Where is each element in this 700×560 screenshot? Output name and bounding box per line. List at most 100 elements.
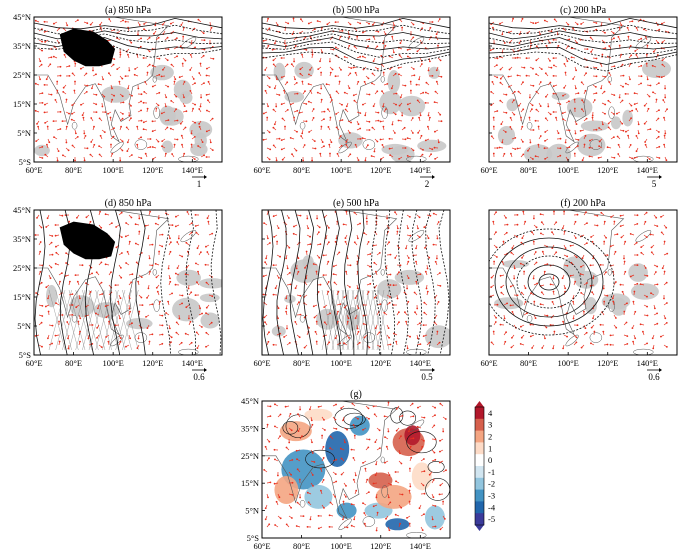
wind-vector-head xyxy=(585,327,587,329)
wind-vector-head xyxy=(375,327,377,329)
wind-vector-head xyxy=(563,211,565,213)
wind-vector-head xyxy=(404,127,406,129)
wind-vector-head xyxy=(323,457,325,459)
wind-vector-head xyxy=(141,120,143,122)
wind-vector-head xyxy=(354,46,356,48)
wind-vector-head xyxy=(492,221,494,223)
wind-vector-head xyxy=(580,23,582,25)
wind-vector-head xyxy=(368,491,370,493)
wind-vector-head xyxy=(42,102,44,104)
wind-vector-head xyxy=(161,246,163,248)
wind-vector-head xyxy=(640,252,642,254)
wind-vector-head xyxy=(345,109,347,111)
wind-vector-head xyxy=(600,88,602,90)
wind-vector-head xyxy=(148,288,150,290)
wind-vector-head xyxy=(666,322,668,324)
wind-vector-head xyxy=(99,211,101,213)
y-tick-label: 25°N xyxy=(13,263,31,273)
wind-vector-head xyxy=(79,298,81,300)
wind-vector-head xyxy=(517,148,519,150)
wind-vector-head xyxy=(398,321,400,323)
wind-vector-head xyxy=(273,236,275,238)
colorbar-tick-label: 2 xyxy=(488,432,492,442)
wind-vector-head xyxy=(63,87,65,89)
wind-vector-head xyxy=(589,140,591,142)
wind-vector-head xyxy=(509,126,511,128)
x-tick-label: 120°E xyxy=(597,358,618,368)
wind-vector-head xyxy=(264,317,266,319)
wind-vector-head xyxy=(531,347,533,349)
wind-vector-head xyxy=(205,332,207,334)
wind-vector-head xyxy=(64,54,66,56)
wind-vector-head xyxy=(409,501,411,503)
wind-vector-head xyxy=(39,60,41,62)
wind-vector-head xyxy=(186,110,188,112)
wind-vector-head xyxy=(589,156,591,158)
wind-vector-head xyxy=(194,104,196,106)
wind-vector-head xyxy=(370,253,372,255)
wind-vector-head xyxy=(386,268,388,270)
wind-vector-head xyxy=(131,322,133,324)
wind-vector-head xyxy=(175,216,177,218)
wind-vector-head xyxy=(141,93,143,95)
wind-vector-head xyxy=(590,236,592,238)
wind-vector-head xyxy=(162,315,164,317)
wind-vector-head xyxy=(137,34,139,36)
wind-vector-head xyxy=(353,67,355,69)
wind-vector-head xyxy=(201,313,203,315)
wind-vector-head xyxy=(152,303,154,305)
wind-vector-head xyxy=(162,325,164,327)
wind-vector-head xyxy=(181,342,183,344)
panel-title: (f) 200 hPa xyxy=(561,198,607,209)
wind-vector-head xyxy=(388,497,390,499)
wind-vector-head xyxy=(313,108,315,110)
wind-vector-head xyxy=(540,233,542,235)
wind-vector-head xyxy=(495,231,497,233)
wind-vector-head xyxy=(424,417,426,419)
wind-vector-head xyxy=(423,302,425,304)
wind-vector-head xyxy=(423,458,425,460)
wind-vector-head xyxy=(296,131,298,133)
wind-vector-head xyxy=(394,257,396,259)
wind-vector-head xyxy=(645,144,647,146)
wind-vector-head xyxy=(286,328,288,330)
wind-vector-head xyxy=(296,450,298,452)
wind-vector-head xyxy=(429,117,431,119)
wind-vector-head xyxy=(628,36,630,38)
wind-vector-head xyxy=(658,146,660,148)
y-tick-label: 25°N xyxy=(241,451,259,461)
colorbar-segment xyxy=(475,478,484,490)
wind-vector-head xyxy=(632,20,634,22)
wind-vector-head xyxy=(203,32,205,34)
wind-vector-head xyxy=(410,457,412,459)
significance-shading xyxy=(642,60,671,79)
wind-vector-head xyxy=(666,253,668,255)
wind-vector-head xyxy=(644,141,646,143)
wind-vector-head xyxy=(135,243,137,245)
wind-vector-head xyxy=(544,131,546,133)
wind-vector-head xyxy=(589,147,591,149)
wind-vector-head xyxy=(520,326,522,328)
wind-vector-head xyxy=(663,298,665,300)
wind-vector-head xyxy=(383,312,385,314)
wind-vector-head xyxy=(347,321,349,323)
reference-vector-head xyxy=(432,175,435,179)
wind-vector-head xyxy=(316,218,318,220)
wind-vector-head xyxy=(555,251,557,253)
wind-vector-head xyxy=(291,429,293,431)
x-tick-label: 100°E xyxy=(557,165,578,175)
wind-vector-head xyxy=(373,105,375,107)
wind-vector-head xyxy=(423,485,425,487)
wind-vector-head xyxy=(575,69,577,71)
wind-vector-head xyxy=(389,138,391,140)
wind-vector-head xyxy=(603,241,605,243)
wind-vector-head xyxy=(55,335,57,337)
wind-vector-head xyxy=(53,23,55,25)
wind-vector-head xyxy=(375,474,377,476)
wind-vector-head xyxy=(553,111,555,113)
wind-vector-head xyxy=(66,24,68,26)
wind-vector-head xyxy=(200,106,202,108)
wind-vector-head xyxy=(594,99,596,101)
wind-vector-head xyxy=(496,256,498,258)
